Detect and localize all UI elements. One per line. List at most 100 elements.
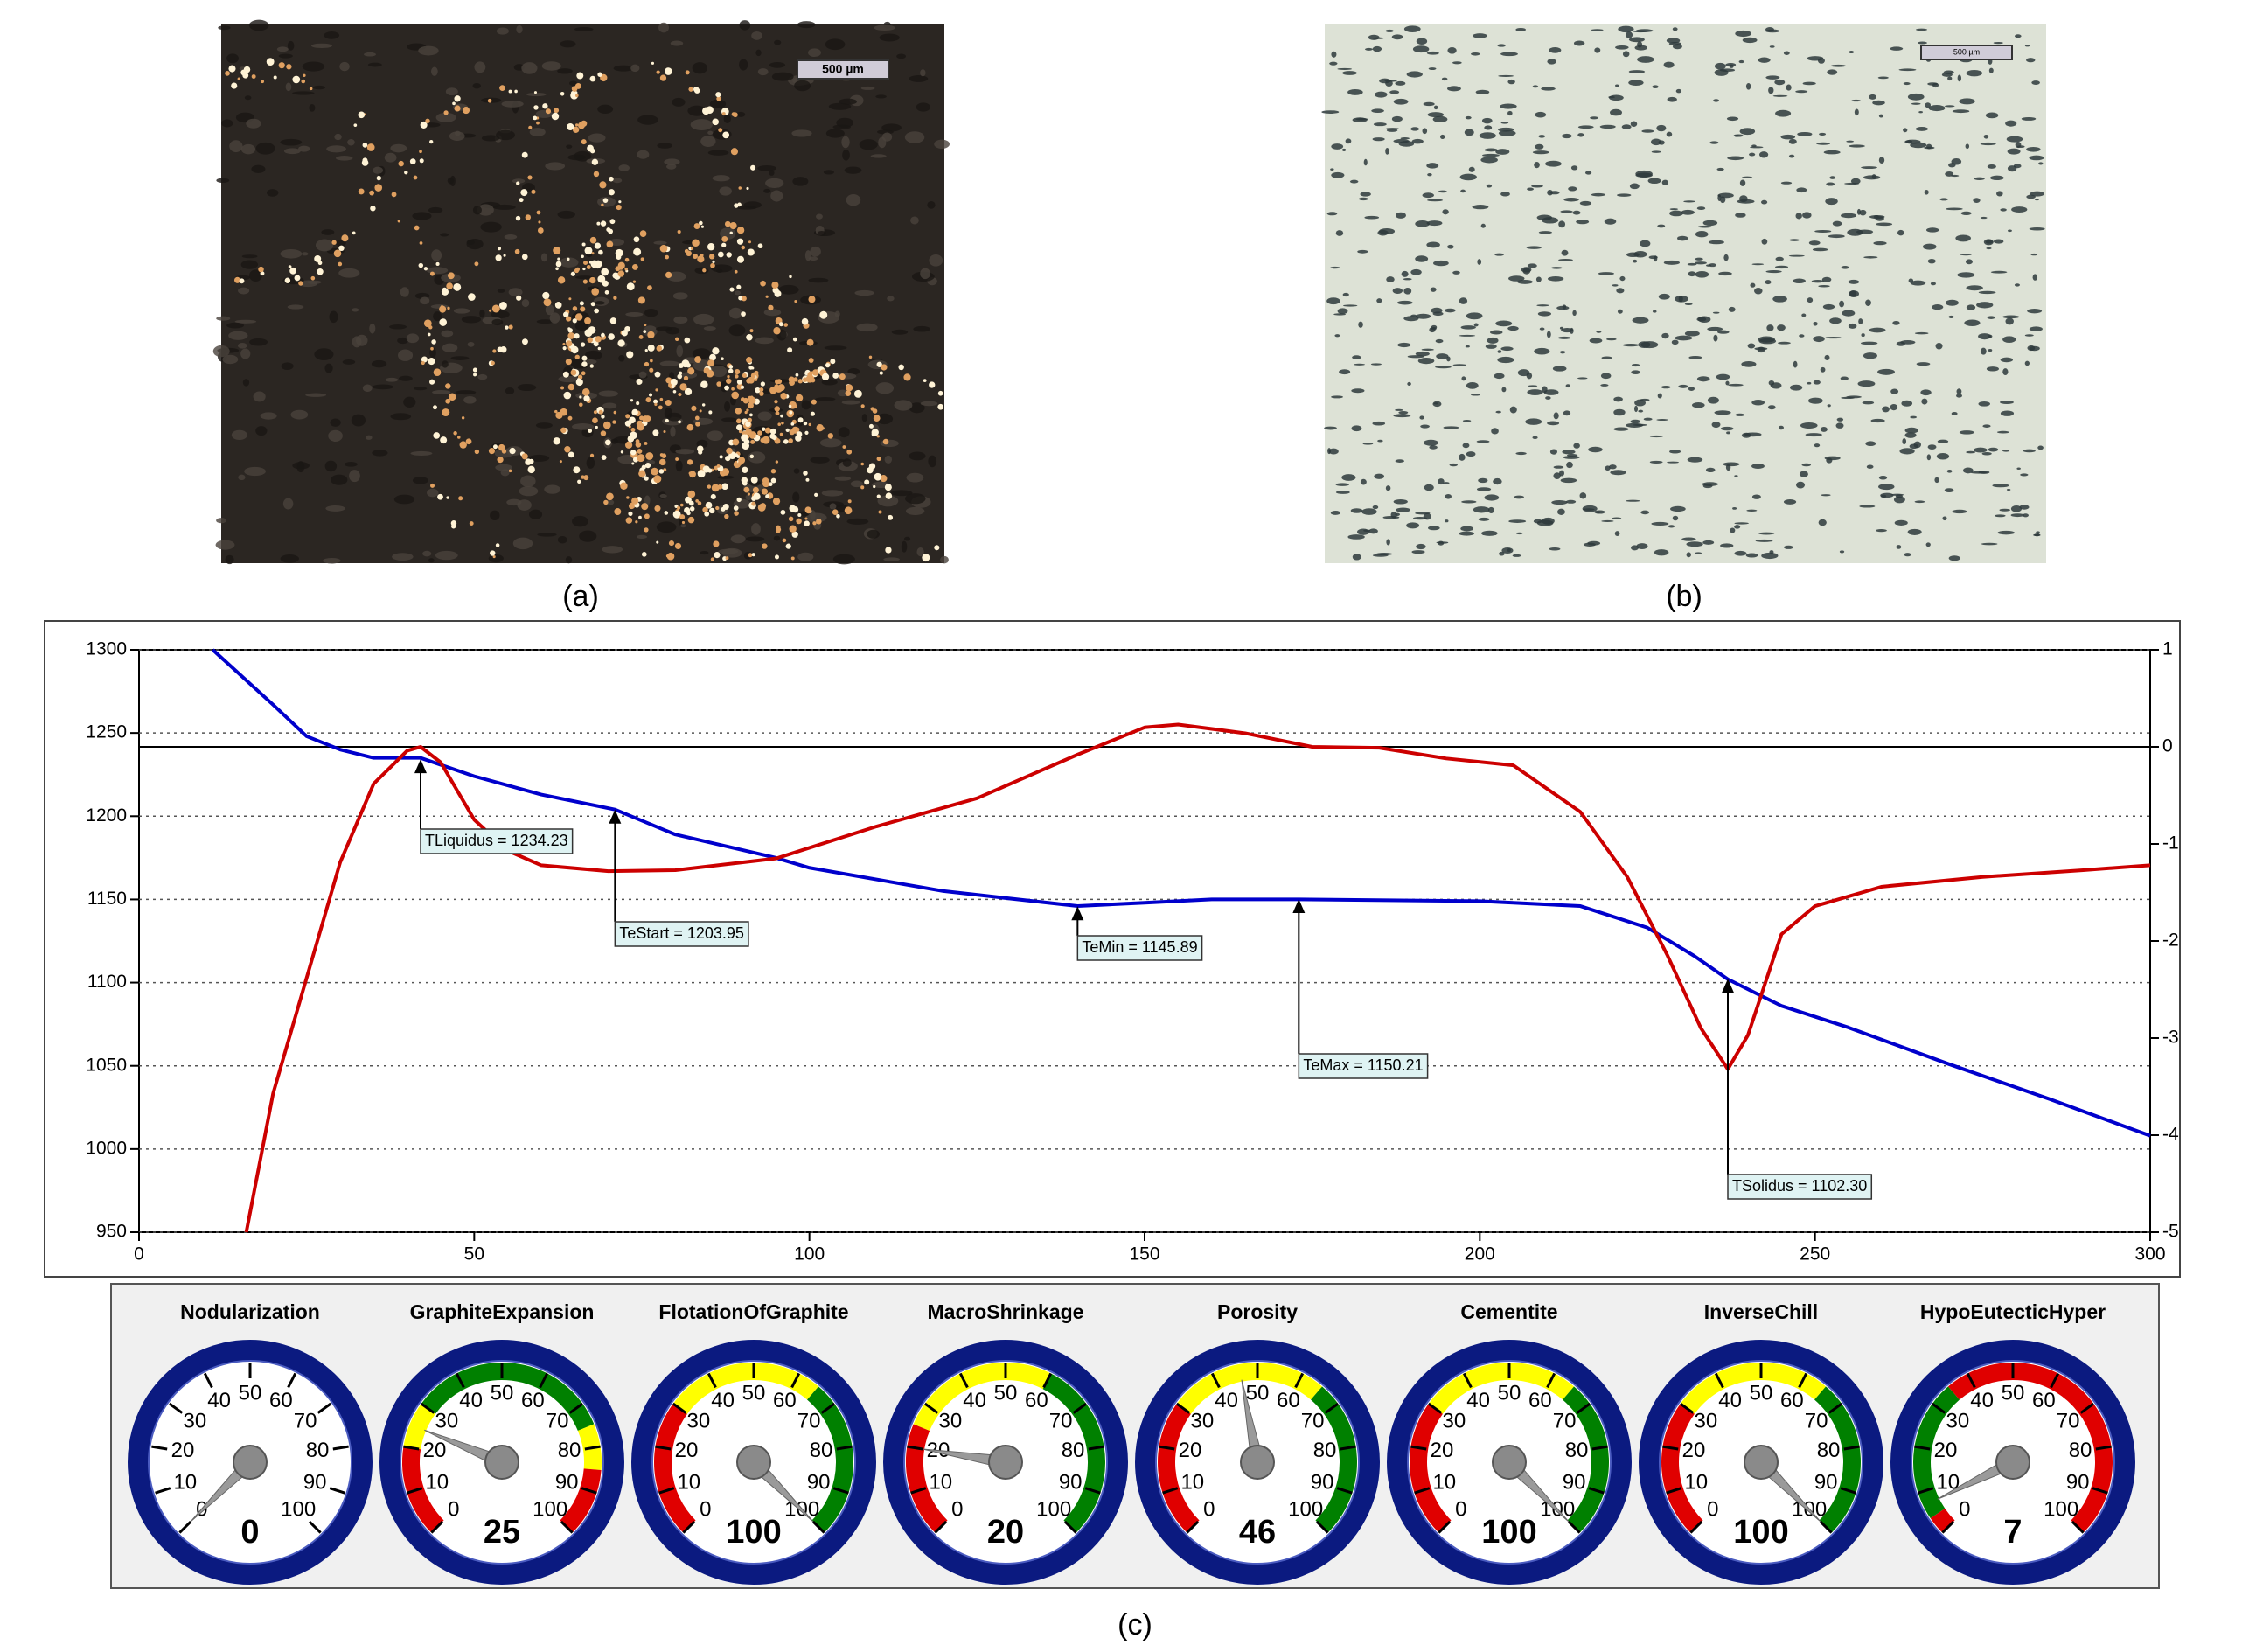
texture [1647, 178, 1661, 185]
texture [1542, 386, 1548, 394]
texture [564, 445, 571, 453]
texture [1846, 140, 1855, 143]
texture [1973, 198, 1981, 203]
texture [1960, 253, 1972, 256]
texture [770, 190, 783, 202]
texture [678, 392, 682, 397]
texture [498, 302, 507, 310]
texture [1813, 336, 1825, 343]
texture [558, 375, 579, 383]
gauge-tick [2092, 1487, 2108, 1495]
texture [421, 356, 428, 363]
texture [753, 435, 756, 438]
texture [1821, 276, 1832, 282]
texture [632, 280, 637, 283]
gauge-tick-label: 30 [687, 1409, 711, 1432]
texture [501, 449, 507, 454]
texture [707, 484, 712, 489]
texture [216, 178, 230, 184]
texture [1758, 151, 1769, 158]
texture [1619, 275, 1626, 282]
texture [575, 123, 579, 127]
texture [1667, 461, 1679, 464]
texture [1396, 507, 1410, 512]
annotation-box [614, 921, 749, 947]
texture [1416, 543, 1426, 550]
texture [1739, 128, 1756, 136]
texture [871, 431, 876, 437]
x-tick-label: 150 [1129, 1244, 1159, 1265]
texture [1334, 334, 1340, 338]
texture [1424, 439, 1438, 446]
texture [721, 483, 728, 491]
texture [1992, 484, 2009, 488]
texture [317, 261, 323, 266]
texture [626, 282, 635, 291]
texture [793, 468, 800, 474]
texture [302, 61, 325, 72]
texture [609, 317, 617, 324]
texture [1739, 179, 1746, 186]
gauge-tick-label: 20 [1179, 1439, 1202, 1462]
texture [240, 69, 247, 76]
texture [1460, 189, 1466, 193]
texture [554, 302, 562, 309]
texture [832, 554, 855, 565]
texture [283, 148, 301, 155]
gauge-tick-label: 70 [1049, 1409, 1073, 1432]
texture [1944, 105, 1955, 108]
texture [1362, 443, 1374, 445]
texture [266, 58, 275, 66]
texture [656, 540, 659, 544]
gauge-value: 20 [987, 1514, 1024, 1551]
texture [282, 498, 294, 510]
gauge-title: HypoEutecticHyper [1920, 1300, 2106, 1323]
texture [714, 552, 721, 559]
texture [1484, 494, 1500, 501]
texture [882, 438, 889, 445]
texture [1358, 321, 1363, 328]
texture [736, 206, 757, 210]
texture [736, 227, 745, 234]
texture [579, 530, 597, 542]
texture [461, 316, 481, 324]
texture [827, 433, 834, 439]
texture [712, 175, 730, 182]
texture [711, 365, 728, 378]
texture [1663, 61, 1675, 68]
texture [298, 281, 303, 286]
texture [1584, 171, 1592, 175]
texture [1500, 346, 1514, 352]
texture [581, 361, 588, 367]
texture [1480, 157, 1498, 164]
texture [707, 359, 714, 366]
gauge-tick [1186, 1520, 1200, 1534]
texture [763, 188, 771, 193]
texture [1452, 61, 1462, 65]
texture [716, 381, 722, 387]
texture [406, 333, 420, 344]
texture [541, 61, 561, 71]
texture [1335, 230, 1344, 236]
texture [854, 289, 874, 296]
texture [1374, 473, 1385, 479]
texture [1329, 61, 1338, 66]
texture [459, 441, 467, 449]
texture [2000, 400, 2014, 405]
texture [757, 164, 776, 171]
texture [1495, 320, 1513, 327]
texture [231, 429, 247, 440]
texture [601, 268, 609, 276]
texture [1695, 270, 1709, 278]
texture [2002, 368, 2009, 376]
texture [751, 553, 755, 557]
texture [823, 170, 834, 175]
texture [352, 231, 356, 235]
texture [780, 393, 787, 400]
texture [267, 189, 279, 197]
texture [841, 400, 860, 405]
texture [1549, 191, 1560, 195]
texture [1432, 401, 1442, 408]
texture [1498, 74, 1514, 77]
texture [385, 377, 399, 382]
